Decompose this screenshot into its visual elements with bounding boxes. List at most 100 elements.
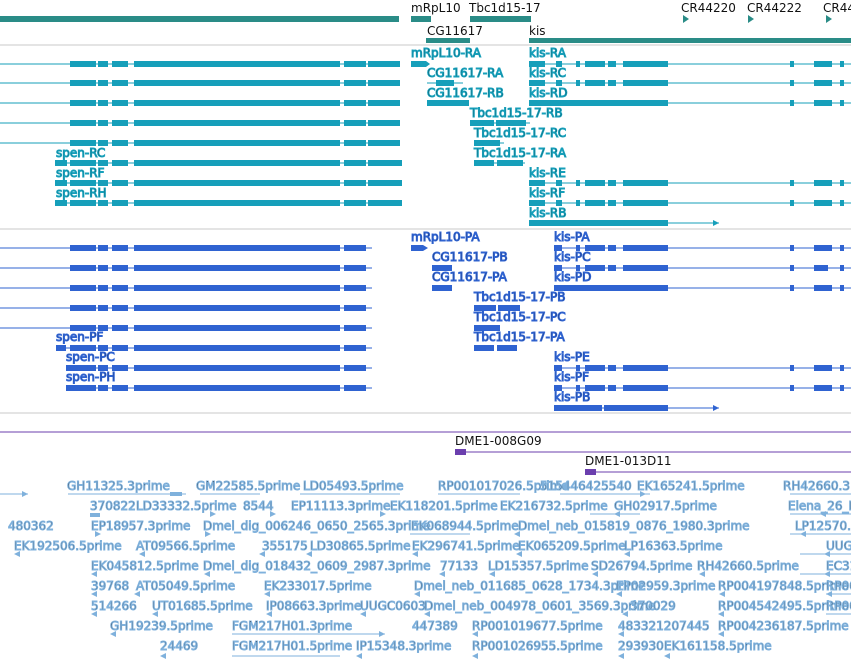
est-label: EK118201.5prime xyxy=(390,499,498,513)
label-cg11617-rb: CG11617-RB xyxy=(427,86,504,100)
label-kis-pe: kis-PE xyxy=(554,350,590,364)
transcript-kis-rf[interactable] xyxy=(529,200,851,206)
gene-label-cr44: CR44 xyxy=(823,1,851,15)
protein-kis-pe[interactable] xyxy=(554,365,851,371)
transcript-kis-rc[interactable] xyxy=(529,80,851,86)
est-label: AT05049.5prime xyxy=(136,579,235,593)
transcript-spen-5[interactable] xyxy=(0,140,400,146)
est-label: RP00 xyxy=(826,599,851,613)
transcript-mrpl10-ra[interactable] xyxy=(411,61,430,67)
transcript-kis-rb[interactable] xyxy=(529,220,719,226)
protein-tbc-pc[interactable] xyxy=(474,325,500,331)
transcript-kis-ra[interactable] xyxy=(529,61,851,67)
est-label: RP004542495.5prime xyxy=(718,599,849,613)
protein-kis-pf[interactable] xyxy=(554,385,851,391)
est-label: AT09566.5prime xyxy=(136,539,235,553)
transcript-tbc-rb[interactable] xyxy=(470,120,530,126)
protein-kis-pc[interactable] xyxy=(554,265,851,271)
est-label: RP001019677.5prime xyxy=(472,619,603,633)
est-label: Dmel_neb_015819_0876_1980.3prime xyxy=(518,519,750,533)
transcript-tbc-rc[interactable] xyxy=(474,140,504,146)
gene-kis-bar[interactable] xyxy=(529,38,851,43)
est-label: EP18957.3prime xyxy=(91,519,190,533)
label-spen-ph: spen-PH xyxy=(66,370,115,384)
label-tbc-pc: Tbc1d15-17-PC xyxy=(473,310,566,324)
protein-cg11617-pb[interactable] xyxy=(432,265,452,271)
label-kis-re: kis-RE xyxy=(529,166,566,180)
est-label: 24469 xyxy=(160,639,198,653)
transcript-spen-4[interactable] xyxy=(0,120,400,126)
transcript-spen-rh[interactable] xyxy=(55,200,402,206)
est-label: EK296741.5prime xyxy=(412,539,520,553)
gene-tbc1d15-bar[interactable] xyxy=(470,16,531,22)
label-kis-rf: kis-RF xyxy=(529,186,565,200)
label-kis-pa: kis-PA xyxy=(554,230,590,244)
est-label: EK045812.5prime xyxy=(91,559,199,573)
est-label: GH19239.5prime xyxy=(110,619,213,633)
est-label: Elena_26_H xyxy=(788,499,851,513)
protein-spen-2[interactable] xyxy=(0,265,372,271)
est-label: EK216732.5prime xyxy=(500,499,608,513)
protein-tbc-pb[interactable] xyxy=(474,305,520,311)
gene-spen-bar[interactable] xyxy=(0,16,399,22)
transcript-kis-rd[interactable] xyxy=(529,100,851,106)
est-label: RH42660.3 xyxy=(783,479,850,493)
transcript-spen-rc[interactable] xyxy=(55,160,402,166)
est-label: IP08663.3prime xyxy=(266,599,361,613)
transcript-cg11617-ra[interactable] xyxy=(427,80,463,86)
label-kis-pc: kis-PC xyxy=(554,250,590,264)
label-spen-pf: spen-PF xyxy=(56,330,103,344)
gene-mrpl10-bar[interactable] xyxy=(411,16,431,22)
transcript-tbc-ra[interactable] xyxy=(474,160,525,166)
est-label: 370822 xyxy=(90,499,136,513)
gene-cr44222-marker[interactable] xyxy=(748,15,754,23)
transcript-kis-re[interactable] xyxy=(529,180,851,186)
label-cg11617-pb: CG11617-PB xyxy=(432,250,508,264)
protein-kis-pb[interactable] xyxy=(554,405,719,411)
est-label: 39768 xyxy=(91,579,129,593)
gene-cg11617-bar[interactable] xyxy=(426,38,470,43)
transcript-cg11617-rb[interactable] xyxy=(427,100,469,106)
clone-track: DME1-008G09 DME1-013D11 xyxy=(0,431,851,475)
label-spen-rf: spen-RF xyxy=(56,166,105,180)
est-label: LP16363.5prime xyxy=(624,539,723,553)
est-label: EP11113.3prime xyxy=(291,499,390,513)
est-label: FGM217H01.3prime xyxy=(232,619,352,633)
protein-spen-ph[interactable] xyxy=(66,385,372,391)
est-label: RP004197848.5prime xyxy=(718,579,849,593)
est-label: LD15357.5prime xyxy=(488,559,589,573)
protein-spen-5[interactable] xyxy=(0,325,372,331)
est-label: RP001017026.5prime xyxy=(438,479,569,493)
protein-mrpl10-pa[interactable] xyxy=(411,245,428,251)
est-label: 480362 xyxy=(8,519,54,533)
est-label: SD26794.5prime xyxy=(591,559,692,573)
label-spen-rh: spen-RH xyxy=(56,186,107,200)
protein-tbc-pa[interactable] xyxy=(474,345,517,351)
est-label: RH42660.5prime xyxy=(697,559,799,573)
est-label: Dmel_dig_018432_0609_2987.3prime xyxy=(203,559,431,573)
est-label: GM22585.5prime xyxy=(196,479,300,493)
gene-cr44220-marker[interactable] xyxy=(683,15,689,23)
transcript-spen-2[interactable] xyxy=(0,80,400,86)
transcript-spen-rf[interactable] xyxy=(55,180,402,186)
protein-spen-pf[interactable] xyxy=(56,345,372,351)
est-label: 355175 xyxy=(262,539,308,553)
transcript-spen-1[interactable] xyxy=(0,61,400,67)
protein-kis-pd[interactable] xyxy=(554,285,851,291)
protein-spen-4[interactable] xyxy=(0,305,372,311)
est-label: LD05493.5prime xyxy=(303,479,404,493)
protein-kis-pa[interactable] xyxy=(554,245,851,251)
est-label: UT01685.5prime xyxy=(152,599,253,613)
protein-spen-3[interactable] xyxy=(0,285,372,291)
protein-cg11617-pa[interactable] xyxy=(432,285,452,291)
est-label: 8544 xyxy=(243,499,274,513)
clone-dme1-013d11-start xyxy=(585,469,596,475)
protein-spen-1[interactable] xyxy=(0,245,372,251)
transcript-spen-3[interactable] xyxy=(0,100,400,106)
est-label: 370029 xyxy=(630,599,676,613)
gene-cr44-marker[interactable] xyxy=(826,15,832,23)
label-kis-pd: kis-PD xyxy=(554,270,591,284)
protein-spen-pc[interactable] xyxy=(66,365,372,371)
est-label: RP004236187.5prime xyxy=(718,619,849,633)
